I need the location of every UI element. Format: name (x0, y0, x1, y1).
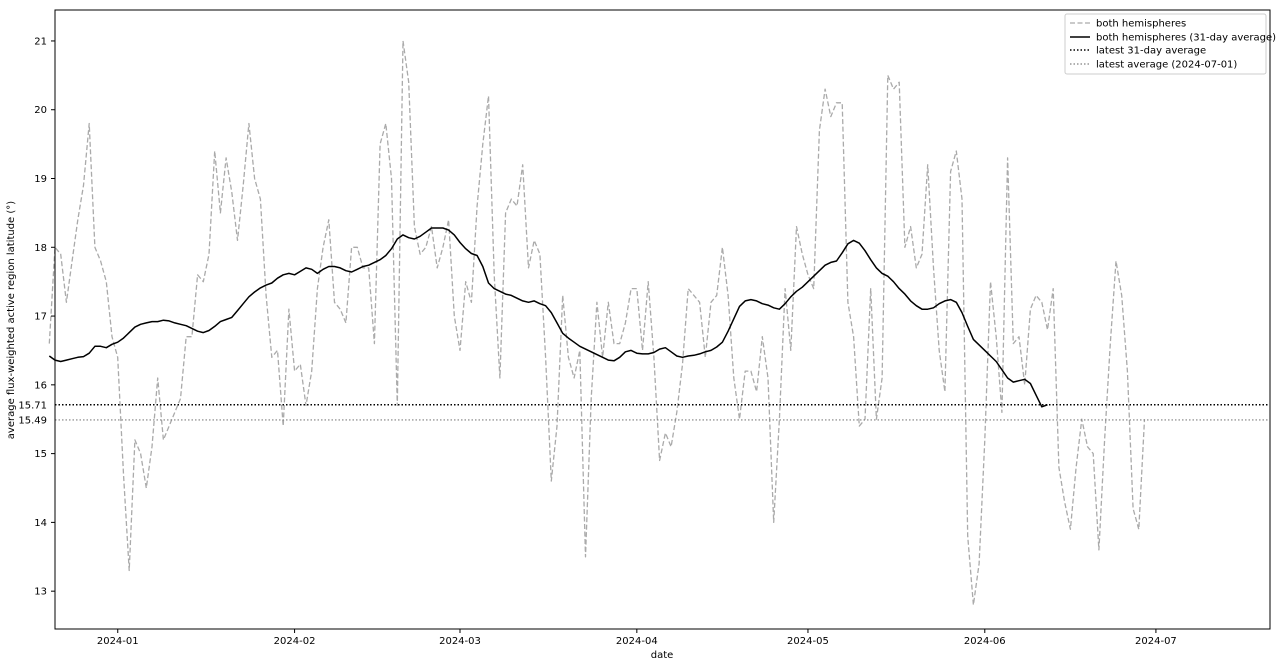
y-axis: 13 14 15 16 17 18 19 20 21 15.71 15.49 (18, 36, 55, 598)
y-tick-label: 20 (34, 105, 47, 116)
x-tick-label: 2024-04 (616, 636, 658, 647)
x-tick-label: 2024-01 (97, 636, 139, 647)
x-tick-label: 2024-06 (964, 636, 1006, 647)
y-tick-label: 15 (34, 449, 47, 460)
y-tick-label: 16 (34, 380, 47, 391)
series-layer (48, 40, 1146, 606)
series-line-average (48, 227, 1048, 408)
legend-label-latest31: latest 31-day average (1096, 46, 1206, 57)
y-tick-label: 18 (34, 243, 47, 254)
legend-label-raw: both hemispheres (1096, 19, 1186, 30)
x-tick-label: 2024-05 (787, 636, 829, 647)
x-axis-label: date (651, 650, 674, 661)
legend-box (1064, 13, 1267, 75)
x-tick-label: 2024-07 (1135, 636, 1177, 647)
y-tick-label: 13 (34, 587, 47, 598)
x-tick-label: 2024-02 (274, 636, 316, 647)
y-axis-label: average flux-weighted active region lati… (6, 201, 17, 439)
plot-frame (54, 9, 1271, 630)
y-tick-label: 14 (34, 518, 47, 529)
y-tick-label: 17 (34, 312, 47, 323)
legend: both hemispheres both hemispheres (31-da… (1064, 13, 1276, 75)
legend-label-avg: both hemispheres (31-day average) (1096, 33, 1276, 44)
y-label-latest-average: 15.49 (18, 415, 47, 426)
y-tick-label: 21 (34, 36, 47, 47)
plot-area (55, 10, 1270, 629)
x-axis: 2024-01 2024-02 2024-03 2024-04 2024-05 2024-… (97, 629, 1177, 647)
legend-label-latestavg: latest average (2024-07-01) (1096, 60, 1237, 71)
series-line-raw (48, 40, 1146, 606)
hline-layer (55, 404, 1270, 421)
y-tick-label: 19 (34, 174, 47, 185)
y-label-latest-31day: 15.71 (18, 400, 47, 411)
x-tick-label: 2024-03 (439, 636, 481, 647)
